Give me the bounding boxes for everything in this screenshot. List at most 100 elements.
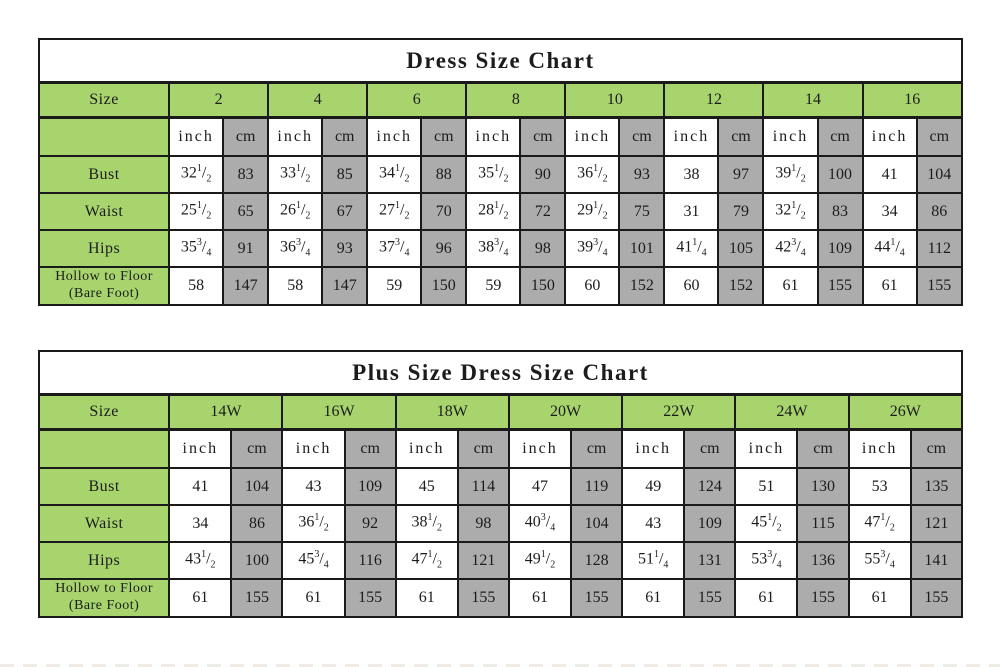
size-column-header: 14W <box>168 393 284 431</box>
unit-inch-header: inch <box>847 428 912 469</box>
measurement-inch-value: 321/2 <box>168 155 225 194</box>
chart-title: Dress Size Chart <box>38 38 963 84</box>
measurement-inch-value: 431/2 <box>168 541 233 580</box>
measurement-cm-value: 109 <box>816 229 864 268</box>
measurement-cm-value: 79 <box>717 192 765 231</box>
unit-cm-header: cm <box>343 428 397 469</box>
measurement-inch-value: 60 <box>564 266 621 306</box>
measurement-cm-value: 130 <box>796 467 850 506</box>
measurement-inch-value: 45 <box>394 467 459 506</box>
measurement-cm-value: 155 <box>230 578 284 618</box>
measurement-cm-value: 119 <box>570 467 624 506</box>
chart-title: Plus Size Dress Size Chart <box>38 350 963 396</box>
size-corner-label: Size <box>37 393 171 431</box>
unit-inch-header: inch <box>267 116 324 157</box>
measurement-cm-value: 131 <box>683 541 737 580</box>
unit-inch-header: inch <box>564 116 621 157</box>
measurement-inch-value: 381/2 <box>394 504 459 543</box>
measurement-inch-value: 34 <box>861 192 918 231</box>
measurement-cm-value: 114 <box>456 467 510 506</box>
measurement-cm-value: 100 <box>230 541 284 580</box>
unit-inch-header: inch <box>281 428 346 469</box>
measurement-inch-value: 393/4 <box>564 229 621 268</box>
measurement-row-label: Hollow to Floor (Bare Foot) <box>37 578 171 618</box>
measurement-inch-value: 53 <box>847 467 912 506</box>
size-column-header: 16W <box>281 393 397 431</box>
measurement-inch-value: 58 <box>168 266 225 306</box>
size-column-header: 24W <box>734 393 850 431</box>
measurement-cm-value: 155 <box>816 266 864 306</box>
measurement-cm-value: 155 <box>796 578 850 618</box>
measurement-cm-value: 88 <box>420 155 468 194</box>
measurement-inch-value: 353/4 <box>168 229 225 268</box>
measurement-cm-value: 100 <box>816 155 864 194</box>
measurement-inch-value: 363/4 <box>267 229 324 268</box>
unit-cm-header: cm <box>816 116 864 157</box>
size-column-header: 16 <box>861 81 964 119</box>
unit-inch-header: inch <box>465 116 522 157</box>
size-column-header: 8 <box>465 81 567 119</box>
unit-cm-header: cm <box>683 428 737 469</box>
measurement-cm-value: 128 <box>570 541 624 580</box>
bottom-edge-artifact <box>0 664 1000 667</box>
measurement-inch-value: 451/2 <box>734 504 799 543</box>
measurement-cm-value: 86 <box>230 504 284 543</box>
measurement-inch-value: 31 <box>663 192 720 231</box>
measurement-cm-value: 92 <box>343 504 397 543</box>
measurement-cm-value: 109 <box>683 504 737 543</box>
measurement-row-label: Hips <box>37 541 171 580</box>
measurement-cm-value: 152 <box>717 266 765 306</box>
size-chart-table: Dress Size Chart Size 2 4 6 8 10 12 14 16 inch cm in… <box>37 38 964 306</box>
unit-inch-header: inch <box>663 116 720 157</box>
unit-cm-header: cm <box>420 116 468 157</box>
size-column-header: 4 <box>267 81 369 119</box>
measurement-inch-value: 61 <box>847 578 912 618</box>
measurement-inch-value: 271/2 <box>366 192 423 231</box>
measurement-cm-value: 150 <box>519 266 567 306</box>
measurement-cm-value: 104 <box>230 467 284 506</box>
measurement-cm-value: 116 <box>343 541 397 580</box>
measurement-row-label: Hips <box>37 229 171 268</box>
unit-inch-header: inch <box>507 428 573 469</box>
size-chart-table: Plus Size Dress Size Chart Size 14W 16W 18W 2… <box>37 350 964 618</box>
measurement-cm-value: 112 <box>915 229 964 268</box>
measurement-cm-value: 85 <box>321 155 369 194</box>
empty-corner-cell <box>37 428 171 469</box>
unit-inch-header: inch <box>621 428 686 469</box>
measurement-inch-value: 43 <box>621 504 686 543</box>
measurement-cm-value: 121 <box>909 504 964 543</box>
size-column-header: 10 <box>564 81 666 119</box>
measurement-inch-value: 251/2 <box>168 192 225 231</box>
measurement-inch-value: 47 <box>507 467 573 506</box>
measurement-cm-value: 65 <box>222 192 270 231</box>
measurement-inch-value: 331/2 <box>267 155 324 194</box>
measurement-inch-value: 391/2 <box>762 155 819 194</box>
measurement-cm-value: 147 <box>222 266 270 306</box>
measurement-inch-value: 41 <box>861 155 918 194</box>
measurement-inch-value: 361/2 <box>281 504 346 543</box>
measurement-cm-value: 90 <box>519 155 567 194</box>
measurement-inch-value: 553/4 <box>847 541 912 580</box>
measurement-inch-value: 49 <box>621 467 686 506</box>
measurement-inch-value: 61 <box>861 266 918 306</box>
measurement-inch-value: 58 <box>267 266 324 306</box>
measurement-cm-value: 155 <box>909 578 964 618</box>
measurement-inch-value: 533/4 <box>734 541 799 580</box>
unit-inch-header: inch <box>168 428 233 469</box>
measurement-cm-value: 93 <box>618 155 666 194</box>
unit-cm-header: cm <box>796 428 850 469</box>
measurement-inch-value: 351/2 <box>465 155 522 194</box>
measurement-inch-value: 61 <box>762 266 819 306</box>
measurement-cm-value: 104 <box>570 504 624 543</box>
measurement-cm-value: 83 <box>816 192 864 231</box>
measurement-row-label: Waist <box>37 192 171 231</box>
measurement-cm-value: 98 <box>519 229 567 268</box>
measurement-cm-value: 97 <box>717 155 765 194</box>
measurement-inch-value: 34 <box>168 504 233 543</box>
unit-inch-header: inch <box>861 116 918 157</box>
measurement-inch-value: 491/2 <box>507 541 573 580</box>
measurement-cm-value: 115 <box>796 504 850 543</box>
size-column-header: 12 <box>663 81 765 119</box>
unit-cm-header: cm <box>570 428 624 469</box>
measurement-inch-value: 373/4 <box>366 229 423 268</box>
